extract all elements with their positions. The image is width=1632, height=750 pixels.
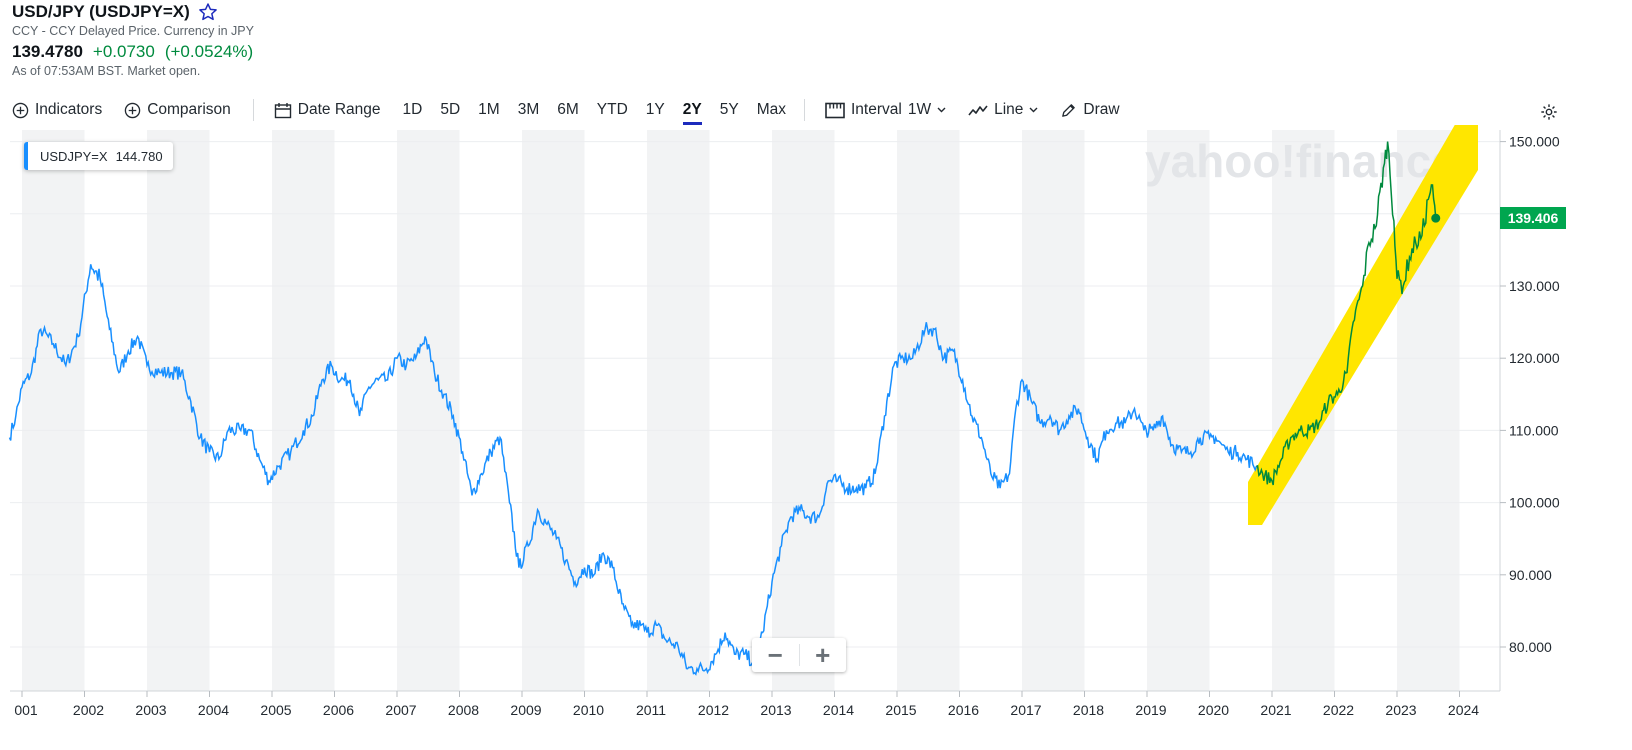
zoom-control: − + bbox=[752, 638, 846, 672]
x-tick-label: 2007 bbox=[385, 702, 416, 718]
y-tick-label: 120.000 bbox=[1509, 350, 1560, 366]
as-of-timestamp: As of 07:53AM BST. Market open. bbox=[12, 64, 201, 78]
x-tick-label: 2022 bbox=[1323, 702, 1354, 718]
range-2y[interactable]: 2Y bbox=[682, 101, 702, 125]
indicators-button[interactable]: Indicators bbox=[12, 101, 102, 119]
interval-label: Interval bbox=[851, 101, 902, 118]
crosshair-tooltip: USDJPY=X 144.780 bbox=[24, 142, 173, 170]
year-band bbox=[897, 130, 960, 691]
chevron-down-icon bbox=[1029, 107, 1038, 113]
current-price: 139.4780 bbox=[12, 42, 83, 61]
y-tick-label: 150.000 bbox=[1509, 134, 1560, 150]
comparison-label: Comparison bbox=[147, 101, 231, 118]
price-change: +0.0730 bbox=[92, 42, 155, 61]
x-tick-label: 2011 bbox=[636, 702, 666, 718]
last-price-tag: 139.406 bbox=[1500, 207, 1566, 229]
range-5y[interactable]: 5Y bbox=[719, 101, 739, 118]
x-tick-label: 2020 bbox=[1198, 702, 1229, 718]
line-chart-icon bbox=[968, 105, 988, 116]
range-1m[interactable]: 1M bbox=[478, 101, 500, 118]
year-bands bbox=[22, 130, 1460, 691]
zoom-divider bbox=[798, 644, 800, 666]
tooltip-value: 144.780 bbox=[115, 148, 163, 164]
last-price-dot bbox=[1431, 213, 1441, 223]
calendar-icon bbox=[274, 102, 291, 118]
toolbar-divider bbox=[804, 99, 805, 121]
chevron-down-icon bbox=[937, 107, 946, 113]
x-tick-label: 2009 bbox=[510, 702, 541, 718]
zoom-out-button[interactable]: − bbox=[767, 639, 783, 670]
y-tick-label: 80.000 bbox=[1509, 639, 1552, 655]
year-band bbox=[272, 130, 335, 691]
watermark: yahoo!finance bbox=[1145, 135, 1457, 187]
range-max[interactable]: Max bbox=[756, 101, 786, 118]
quote-header: USD/JPY (USDJPY=X) CCY - CCY Delayed Pri… bbox=[12, 2, 254, 78]
year-band bbox=[522, 130, 585, 691]
x-tick-label: 2014 bbox=[823, 702, 854, 718]
year-band bbox=[147, 130, 210, 691]
interval-dropdown[interactable]: Interval 1W bbox=[825, 101, 946, 119]
year-band bbox=[1147, 130, 1210, 691]
draw-label: Draw bbox=[1083, 101, 1120, 118]
x-tick-label: 2018 bbox=[1073, 702, 1104, 718]
star-icon[interactable] bbox=[198, 2, 218, 22]
year-band bbox=[1022, 130, 1085, 691]
x-tick-label: 2013 bbox=[760, 702, 791, 718]
date-range-button[interactable]: Date Range bbox=[274, 101, 381, 119]
x-tick-label: 2003 bbox=[135, 702, 166, 718]
x-tick-label: 2019 bbox=[1135, 702, 1166, 718]
range-3m[interactable]: 3M bbox=[517, 101, 540, 118]
y-tick-label: 100.000 bbox=[1509, 495, 1560, 511]
year-band bbox=[22, 130, 85, 691]
range-5d[interactable]: 5D bbox=[440, 101, 461, 118]
date-range-label: Date Range bbox=[297, 101, 381, 118]
range-ytd[interactable]: YTD bbox=[596, 101, 628, 118]
x-tick-label: 2004 bbox=[198, 702, 229, 718]
page-title: USD/JPY (USDJPY=X) bbox=[12, 2, 190, 21]
x-tick-label: 2015 bbox=[885, 702, 916, 718]
x-axis: 001 2002 2003 2004 2005 2006 2007 2008 2009 2010 2… bbox=[14, 691, 1479, 718]
indicators-label: Indicators bbox=[35, 101, 103, 118]
year-band bbox=[647, 130, 710, 691]
range-1d[interactable]: 1D bbox=[402, 101, 423, 118]
pencil-icon bbox=[1062, 103, 1076, 117]
chart-type-label: Line bbox=[994, 101, 1024, 118]
x-tick-label: 2010 bbox=[573, 702, 604, 718]
y-tick-label: 90.000 bbox=[1509, 567, 1552, 583]
y-tick-label: 130.000 bbox=[1509, 278, 1560, 294]
tooltip-symbol: USDJPY=X bbox=[40, 148, 108, 164]
x-tick-label: 2005 bbox=[260, 702, 291, 718]
x-tick-label: 2023 bbox=[1385, 702, 1416, 718]
toolbar-divider bbox=[252, 99, 254, 121]
comparison-button[interactable]: Comparison bbox=[124, 101, 231, 119]
gear-icon[interactable] bbox=[1540, 103, 1558, 121]
price-change-percent: (+0.0524%) bbox=[164, 42, 254, 61]
x-tick-label: 2008 bbox=[448, 702, 479, 718]
chart-toolbar: Indicators Comparison Date Range 1D 5D 1… bbox=[12, 98, 1142, 125]
chart-type-dropdown[interactable]: Line bbox=[968, 101, 1038, 119]
y-tick-label: 110.000 bbox=[1509, 422, 1559, 438]
range-1y[interactable]: 1Y bbox=[645, 101, 665, 118]
x-tick-label: 001 bbox=[14, 702, 38, 718]
x-tick-label: 2012 bbox=[698, 702, 729, 718]
price-line bbox=[8, 264, 1258, 676]
range-6m[interactable]: 6M bbox=[557, 101, 579, 118]
plus-circle-icon bbox=[12, 102, 29, 118]
plus-circle-icon bbox=[124, 102, 141, 118]
highlight-trend-band bbox=[1248, 125, 1478, 525]
quote-subtitle: CCY - CCY Delayed Price. Currency in JPY bbox=[12, 24, 254, 38]
x-tick-label: 2016 bbox=[948, 702, 979, 718]
x-tick-label: 2017 bbox=[1010, 702, 1041, 718]
x-tick-label: 2021 bbox=[1260, 702, 1291, 718]
draw-button[interactable]: Draw bbox=[1060, 101, 1120, 119]
x-tick-label: 2024 bbox=[1448, 702, 1479, 718]
price-line-recent bbox=[1256, 141, 1437, 486]
price-chart[interactable]: yahoo!finance 80.000 90.000 100.000 110.000… bbox=[0, 125, 1632, 725]
interval-value: 1W bbox=[907, 101, 932, 118]
x-tick-label: 2006 bbox=[323, 702, 354, 718]
year-band bbox=[772, 130, 835, 691]
zoom-in-button[interactable]: + bbox=[815, 639, 831, 670]
interval-icon bbox=[825, 102, 845, 118]
x-tick-label: 2002 bbox=[73, 702, 104, 718]
